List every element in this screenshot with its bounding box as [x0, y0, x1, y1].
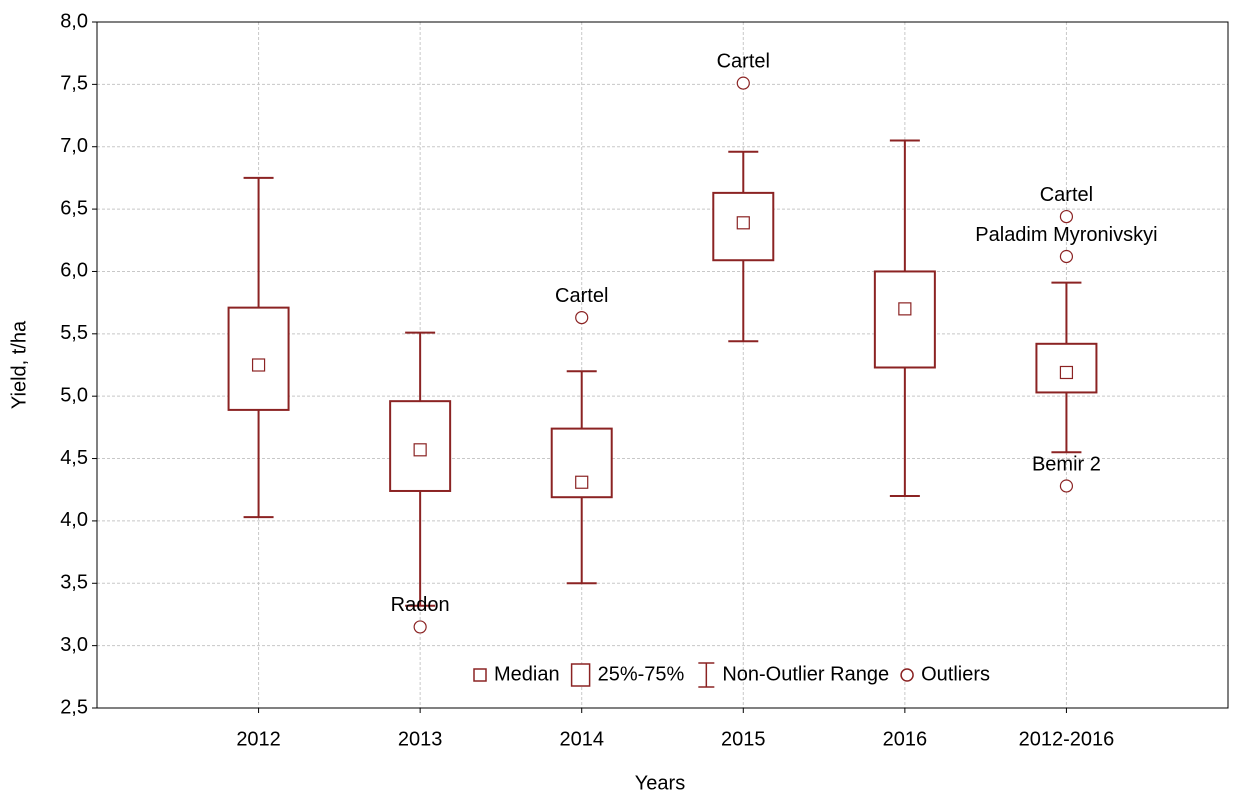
plot-frame [96, 21, 1229, 709]
y-tick-label: 5,5 [60, 322, 88, 344]
y-tick-label: 7,0 [60, 135, 88, 157]
legend-label: 25%-75% [598, 663, 685, 685]
median [413, 443, 427, 457]
y-tick-label: 6,0 [60, 260, 88, 282]
y-tick-label: 2,5 [60, 696, 88, 718]
outlier [1059, 479, 1074, 493]
outlier-label: Bemir 2 [1032, 453, 1101, 475]
outlier [736, 76, 750, 90]
median [575, 475, 589, 489]
median [251, 358, 266, 372]
y-tick-label: 8,0 [60, 10, 88, 32]
x-tick-label: 2013 [398, 728, 443, 750]
outlier-label: Cartel [717, 50, 770, 72]
legend-icon-box [570, 663, 591, 687]
box [1035, 342, 1098, 394]
outlier [1059, 209, 1074, 224]
median [898, 302, 912, 316]
y-tick-label: 7,5 [60, 73, 88, 95]
y-tick-label: 5,0 [60, 384, 88, 406]
outlier-label: Paladim Myronivskyi [975, 224, 1157, 246]
outlier [413, 620, 427, 634]
median [1059, 365, 1074, 380]
outlier-label: Cartel [1040, 184, 1093, 206]
x-tick-label: 2012 [236, 728, 281, 750]
y-tick-label: 3,5 [60, 572, 88, 594]
x-tick-label: 2014 [559, 728, 604, 750]
x-axis-label: Years [635, 772, 685, 794]
legend-icon-outlier [900, 668, 914, 682]
legend-icon-median [473, 668, 487, 682]
outlier-label: Radon [391, 594, 450, 616]
y-tick-label: 4,5 [60, 447, 88, 469]
outlier [575, 311, 589, 325]
legend-label: Median [494, 663, 560, 685]
legend-label: Outliers [921, 663, 990, 685]
y-tick-label: 6,5 [60, 197, 88, 219]
x-tick-label: 2016 [883, 728, 928, 750]
y-axis-label: Yield, t/ha [8, 320, 30, 409]
y-tick-label: 4,0 [60, 509, 88, 531]
box [873, 270, 936, 369]
outlier-label: Cartel [555, 285, 608, 307]
legend-label: Non-Outlier Range [722, 663, 889, 685]
x-tick-label: 2012-2016 [1019, 728, 1115, 750]
x-tick-label: 2015 [721, 728, 766, 750]
median [736, 216, 750, 230]
y-tick-label: 3,0 [60, 634, 88, 656]
outlier [1059, 249, 1074, 264]
